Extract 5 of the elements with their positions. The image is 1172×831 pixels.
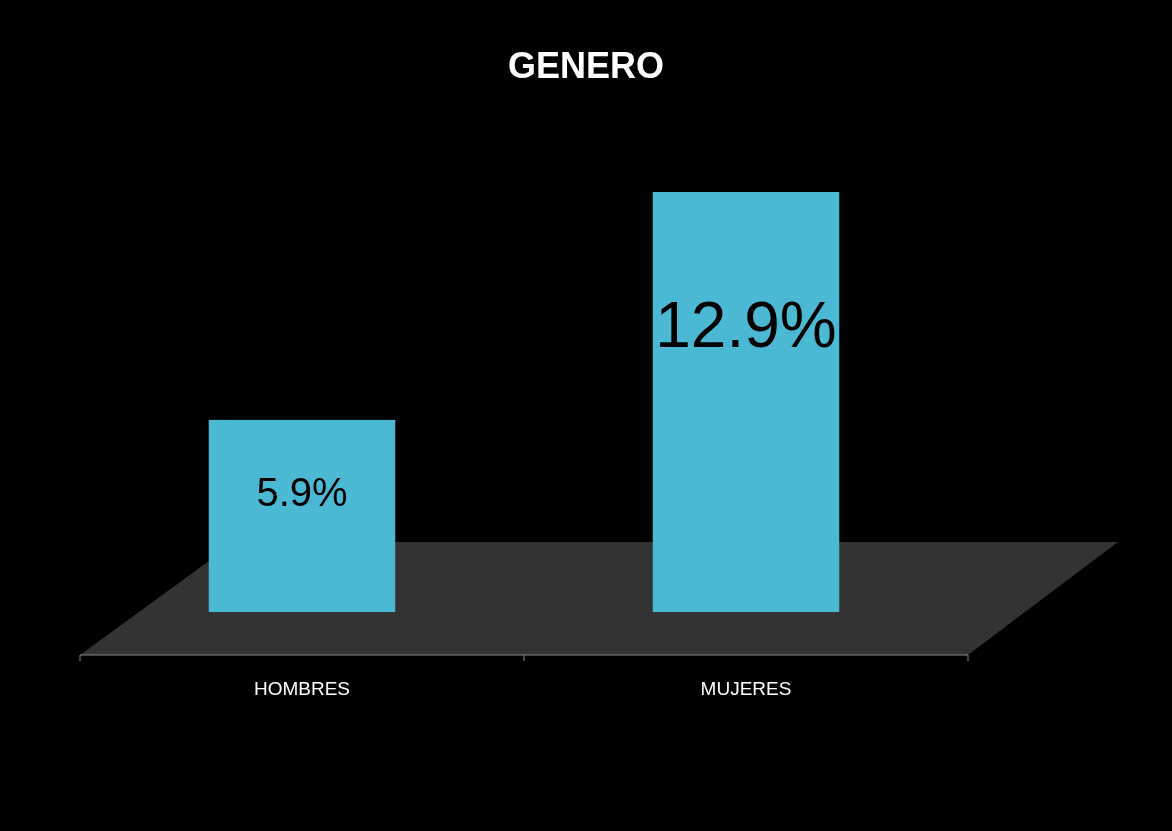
data-label: 12.9% — [655, 289, 837, 361]
x-tick-label: MUJERES — [700, 678, 792, 699]
chart-title: GENERO — [507, 45, 665, 86]
x-tick-label: HOMBRES — [253, 678, 351, 699]
data-label: 5.9% — [256, 469, 348, 514]
